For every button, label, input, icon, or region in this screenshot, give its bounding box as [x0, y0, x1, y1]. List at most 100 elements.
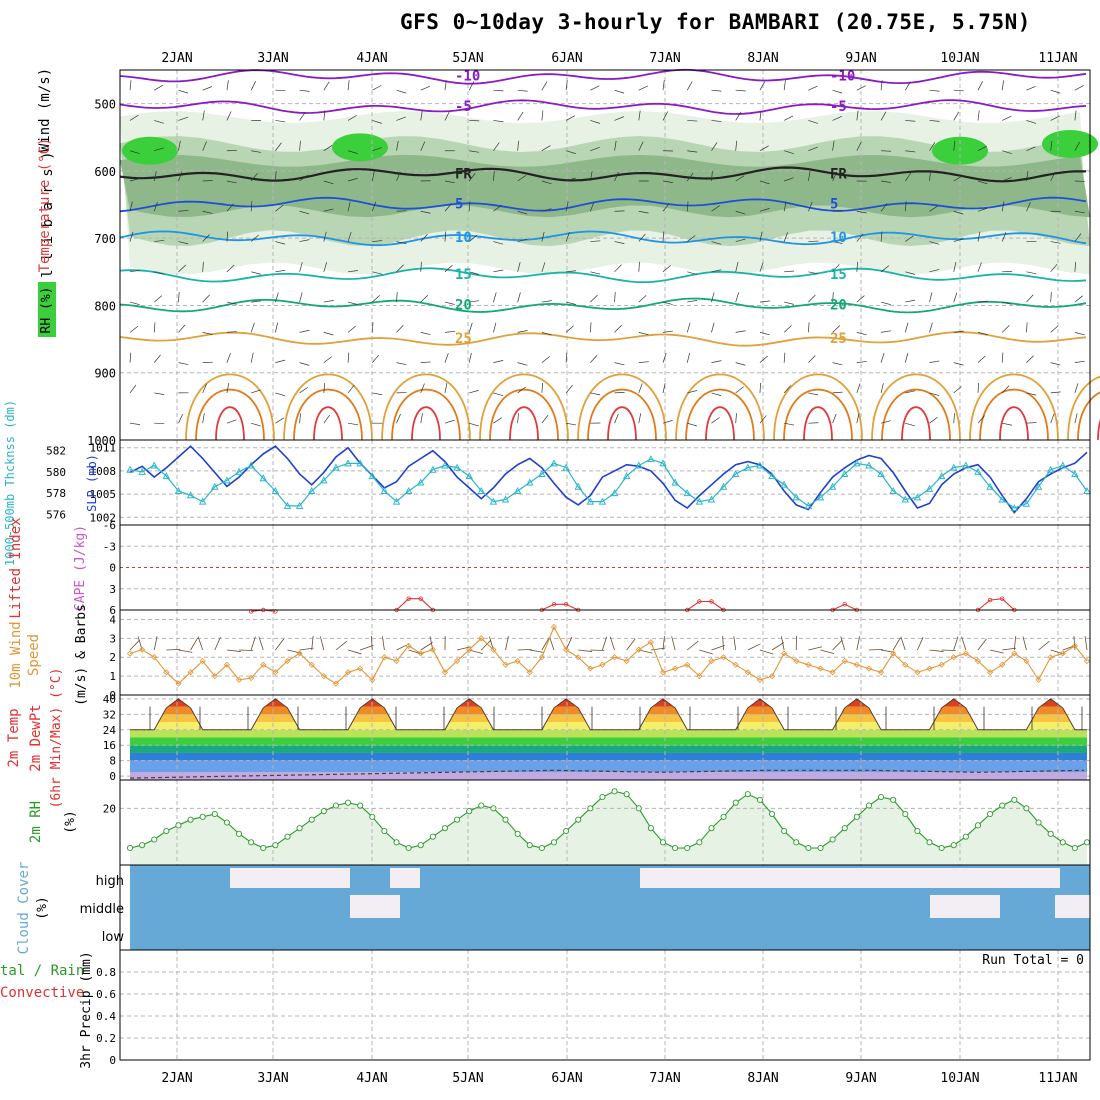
wind-barb	[323, 332, 334, 336]
wind-barb	[202, 383, 207, 394]
thickness-point	[513, 487, 522, 494]
cape-axis-label: CAPE (J/kg)	[73, 525, 88, 611]
precip-frame	[119, 949, 1091, 1061]
wind-barb	[638, 233, 646, 242]
wind-barb	[348, 270, 359, 273]
wind-barb	[953, 292, 958, 303]
wind10-point	[696, 673, 703, 680]
wind-barb	[687, 390, 698, 394]
wind-barb	[178, 171, 183, 182]
wind-barb	[614, 89, 625, 94]
thickness-point	[416, 478, 425, 486]
rh2m-point	[296, 825, 303, 832]
boundary-layer-contour	[1077, 391, 1100, 441]
wind10-barb	[747, 643, 761, 651]
lifted-index-line	[832, 603, 858, 611]
rh2m-point	[938, 844, 945, 852]
boundary-layer-contour	[1097, 419, 1100, 441]
wind-barb	[1026, 322, 1028, 333]
rh2m-point	[1071, 844, 1078, 852]
wind-barb	[299, 386, 309, 394]
wind10-point	[938, 661, 945, 668]
lifted-index-point	[842, 602, 847, 607]
wind-barb	[783, 115, 794, 121]
day-label-bottom: 4JAN	[356, 1071, 387, 1086]
isotherm-label: 10	[830, 230, 847, 246]
thickness-point	[295, 501, 304, 509]
wind-barb	[759, 145, 769, 152]
thickness-tick: 582	[46, 445, 66, 458]
wind-barb	[347, 422, 358, 426]
temp-color-band	[130, 722, 1087, 730]
isotherm-line	[119, 267, 1087, 284]
wind-barb	[1074, 110, 1077, 121]
wind-barb	[905, 150, 916, 153]
wind10-point	[962, 650, 969, 657]
wind-barb	[541, 110, 544, 121]
wind10-barb	[578, 649, 593, 652]
wind-barb	[856, 210, 867, 214]
rh2m-point	[914, 827, 921, 835]
wind10-axis-label: 10m Wind	[8, 621, 24, 688]
wind-barb	[590, 146, 600, 152]
wind-barb	[856, 361, 867, 363]
wind10-point	[1059, 650, 1066, 657]
wind-barb	[711, 205, 720, 212]
wind-barb	[953, 89, 964, 92]
wind10-point	[320, 673, 327, 680]
wind10-barb	[650, 647, 665, 651]
wind-barb	[347, 301, 358, 305]
wind-barb	[226, 353, 231, 363]
wind-barb	[784, 270, 795, 273]
wind10-point	[1023, 657, 1030, 665]
wind-barb	[808, 271, 819, 275]
upper-clear	[120, 70, 1090, 104]
thickness-point	[1034, 482, 1043, 490]
wind-barb	[1074, 332, 1085, 336]
wind-barb	[517, 362, 528, 366]
wind-barb	[977, 332, 988, 336]
day-label-top: 10JAN	[940, 51, 979, 66]
wind-barb	[686, 201, 689, 212]
wind-barb	[1001, 80, 1004, 91]
wind-barb	[880, 265, 890, 273]
wind-barb	[953, 175, 963, 182]
boundary-layer-contour	[489, 388, 559, 441]
wind-barb	[396, 89, 407, 94]
day-label-top: 11JAN	[1038, 51, 1077, 66]
wind-barb	[493, 120, 504, 123]
isotherm-line	[119, 99, 1087, 115]
wind10-barb	[590, 649, 605, 651]
thickness-point	[247, 461, 255, 469]
wind10-barb	[1013, 636, 1017, 651]
wind-barb	[662, 203, 670, 212]
boundary-layer-contour	[479, 373, 569, 441]
wind-barb	[662, 383, 666, 393]
wind10-barb	[917, 637, 924, 651]
cloud-label-high: high	[96, 874, 124, 889]
rh2m-point	[647, 825, 654, 832]
wind-barb	[1026, 294, 1034, 303]
slp-tick: 1002	[90, 511, 117, 524]
isotherm-label: FR	[830, 166, 847, 182]
wind-barb	[178, 264, 187, 273]
wind-barb	[153, 201, 158, 212]
thickness-point	[828, 482, 837, 490]
wind10-barb	[892, 637, 901, 651]
wind-barb	[856, 295, 865, 303]
wind-barb	[856, 383, 861, 394]
wind-barb	[493, 417, 502, 424]
lifted-index-line	[686, 600, 724, 611]
rh2m-point	[720, 813, 727, 820]
thickness-point	[453, 463, 461, 471]
wind-barb	[759, 231, 763, 242]
thickness-point	[683, 489, 691, 497]
lifted-index-point	[418, 596, 423, 601]
wind10-point	[235, 676, 243, 683]
wind-barb	[202, 110, 205, 121]
wind-barb	[299, 329, 310, 333]
wind-barb	[808, 322, 810, 333]
wind-barb	[129, 178, 140, 182]
wind-barb	[1050, 115, 1060, 121]
wind-barb	[856, 332, 867, 336]
